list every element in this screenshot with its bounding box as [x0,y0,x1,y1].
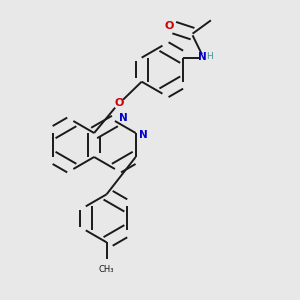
Text: N: N [197,52,206,62]
Text: O: O [114,98,124,108]
Text: N: N [118,113,127,123]
Text: CH₃: CH₃ [99,265,114,274]
Text: N: N [139,130,148,140]
Text: O: O [165,21,174,31]
Text: H: H [206,52,213,62]
